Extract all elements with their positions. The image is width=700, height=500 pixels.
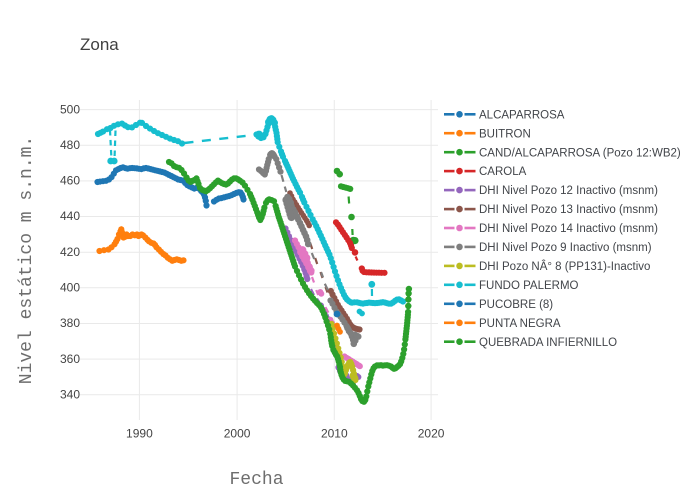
svg-text:Zona: Zona (80, 35, 119, 54)
svg-text:2010: 2010 (321, 427, 348, 441)
svg-text:DHI Nivel Pozo 13 Inactivo (ms: DHI Nivel Pozo 13 Inactivo (msnm) (479, 204, 658, 216)
svg-text:460: 460 (60, 174, 80, 188)
svg-text:CAND/ALCAPARROSA (Pozo 12:WB2): CAND/ALCAPARROSA (Pozo 12:WB2) (479, 147, 681, 159)
svg-text:PUCOBRE (8): PUCOBRE (8) (479, 299, 553, 311)
svg-text:DHI Nivel Pozo 12 Inactivo (ms: DHI Nivel Pozo 12 Inactivo (msnm) (479, 185, 658, 197)
svg-text:QUEBRADA INFIERNILLO: QUEBRADA INFIERNILLO (479, 337, 617, 349)
svg-text:DHI Pozo NÂ° 8 (PP131)-Inactiv: DHI Pozo NÂ° 8 (PP131)-Inactivo (479, 260, 650, 273)
svg-text:500: 500 (60, 102, 80, 116)
svg-text:380: 380 (60, 316, 80, 330)
svg-text:CAROLA: CAROLA (479, 166, 527, 178)
svg-text:1990: 1990 (126, 427, 153, 441)
svg-text:DHI Nivel Pozo 14 Inactivo (ms: DHI Nivel Pozo 14 Inactivo (msnm) (479, 223, 658, 235)
svg-text:Nivel estático m s.n.m.: Nivel estático m s.n.m. (17, 136, 37, 384)
svg-text:PUNTA NEGRA: PUNTA NEGRA (479, 318, 561, 330)
svg-text:ALCAPARROSA: ALCAPARROSA (479, 109, 565, 121)
svg-text:400: 400 (60, 281, 80, 295)
svg-text:440: 440 (60, 209, 80, 223)
svg-text:2020: 2020 (418, 427, 445, 441)
svg-text:BUITRON: BUITRON (479, 128, 531, 140)
svg-text:Fecha: Fecha (229, 470, 283, 490)
svg-text:2000: 2000 (224, 427, 251, 441)
svg-text:360: 360 (60, 352, 80, 366)
svg-text:420: 420 (60, 245, 80, 259)
svg-text:DHI Nivel Pozo 9 Inactivo (msn: DHI Nivel Pozo 9 Inactivo (msnm) (479, 242, 652, 254)
svg-text:480: 480 (60, 138, 80, 152)
svg-text:FUNDO PALERMO: FUNDO PALERMO (479, 280, 579, 292)
svg-text:340: 340 (60, 388, 80, 402)
